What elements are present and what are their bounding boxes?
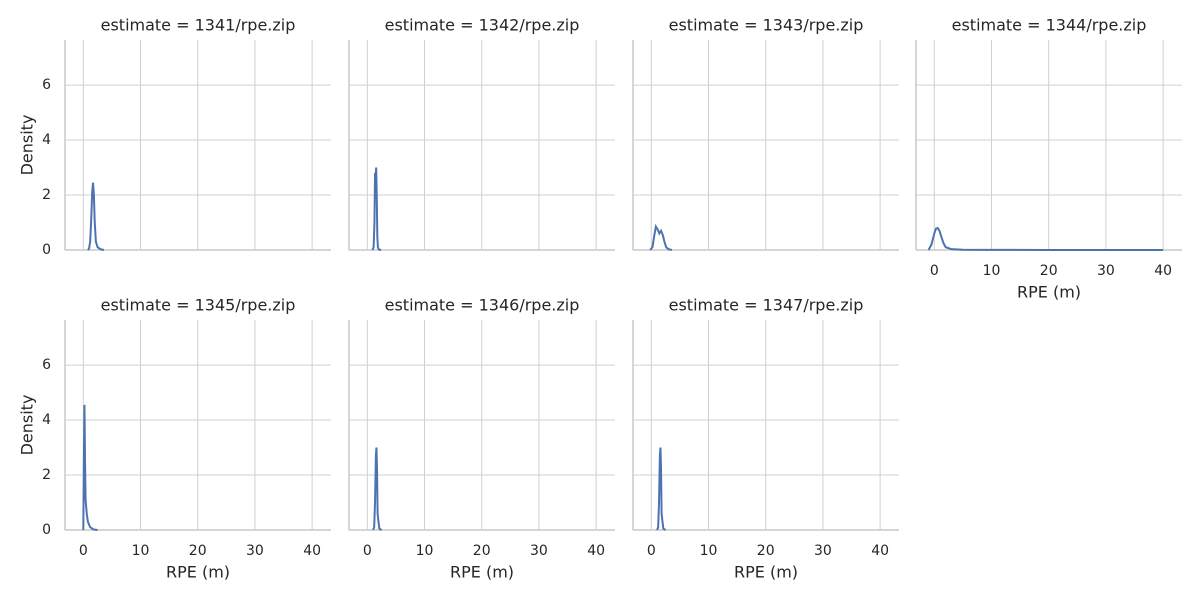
facet-title: estimate = 1347/rpe.zip [669, 296, 864, 315]
x-tick-label: 40 [303, 543, 321, 559]
y-tick-label: 6 [42, 357, 51, 373]
x-tick-label: 0 [647, 543, 656, 559]
x-tick-label: 0 [79, 543, 88, 559]
kde-line [656, 447, 667, 531]
facet-title: estimate = 1344/rpe.zip [952, 16, 1147, 35]
y-tick-label: 2 [42, 467, 51, 483]
y-tick-label: 2 [42, 187, 51, 203]
x-tick-label: 20 [757, 543, 775, 559]
x-axis-label: RPE (m) [450, 563, 514, 582]
kde-line [927, 226, 1164, 251]
y-tick-label: 0 [42, 242, 51, 258]
kde-line [82, 404, 98, 531]
y-tick-label: 4 [42, 132, 51, 148]
x-tick-label: 20 [1040, 263, 1058, 279]
x-tick-label: 20 [189, 543, 207, 559]
facet-title: estimate = 1343/rpe.zip [669, 16, 864, 35]
x-tick-label: 40 [587, 543, 605, 559]
y-tick-label: 0 [42, 522, 51, 538]
facet-title: estimate = 1341/rpe.zip [101, 16, 296, 35]
x-tick-label: 0 [363, 543, 372, 559]
x-tick-label: 0 [930, 263, 939, 279]
x-tick-label: 30 [530, 543, 548, 559]
x-tick-label: 20 [473, 543, 491, 559]
y-tick-label: 4 [42, 412, 51, 428]
y-axis-label: Density [18, 115, 37, 176]
x-axis-label: RPE (m) [1017, 283, 1081, 302]
x-tick-label: 40 [871, 543, 889, 559]
x-tick-label: 30 [1097, 263, 1115, 279]
facet-title: estimate = 1346/rpe.zip [385, 296, 580, 315]
x-tick-label: 30 [246, 543, 264, 559]
x-tick-label: 10 [132, 543, 150, 559]
y-axis-label: Density [18, 395, 37, 456]
y-tick-label: 6 [42, 77, 51, 93]
kde-line [87, 182, 105, 251]
facet-title: estimate = 1345/rpe.zip [101, 296, 296, 315]
x-tick-label: 10 [983, 263, 1001, 279]
kde-line [649, 223, 673, 251]
facet-title: estimate = 1342/rpe.zip [385, 16, 580, 35]
x-tick-label: 10 [700, 543, 718, 559]
x-axis-label: RPE (m) [734, 563, 798, 582]
kde-line [372, 447, 383, 531]
x-tick-label: 30 [814, 543, 832, 559]
kde-line [371, 167, 382, 251]
x-tick-label: 40 [1154, 263, 1172, 279]
x-tick-label: 10 [416, 543, 434, 559]
x-axis-label: RPE (m) [166, 563, 230, 582]
